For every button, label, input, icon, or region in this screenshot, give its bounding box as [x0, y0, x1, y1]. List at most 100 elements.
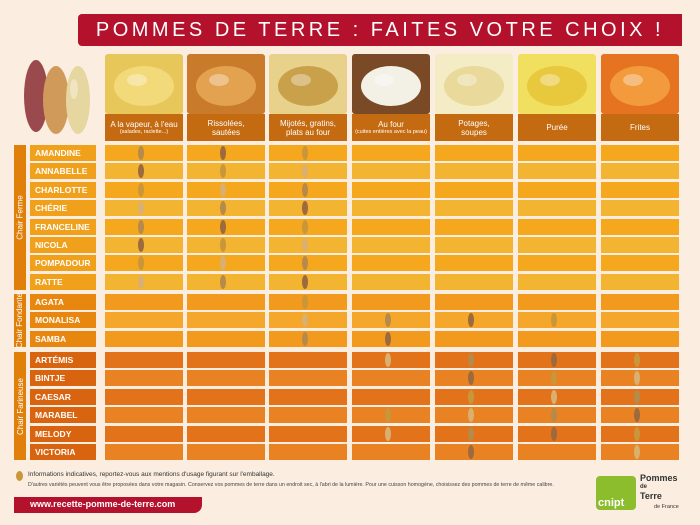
potato-icon — [220, 182, 226, 197]
grid-cell — [435, 294, 513, 310]
footer-note-small: D'autres variétés peuvent vous être prop… — [28, 482, 554, 488]
column-label: Purée — [518, 114, 596, 141]
column-3: Mijotés, gratins, plats au four — [269, 54, 347, 141]
dish-photo — [269, 54, 347, 114]
column-label: A la vapeur, à l'eau (salades, raclette..… — [105, 114, 183, 141]
grid-cell — [269, 407, 347, 424]
variety-name: ANNABELLE — [30, 163, 96, 180]
grid-cell — [435, 444, 513, 460]
potato-icon — [302, 201, 308, 216]
grid-cell — [435, 370, 513, 387]
potato-icon — [385, 313, 391, 328]
grid-cell — [435, 330, 513, 347]
grid-cell — [518, 370, 596, 387]
grid-cell — [601, 181, 679, 198]
potato-icon — [551, 353, 557, 367]
grid-cell — [105, 370, 183, 387]
grid-cell — [601, 294, 679, 310]
potato-icon — [220, 238, 226, 252]
grid-cell — [601, 330, 679, 347]
grid-cell — [435, 237, 513, 253]
grid-cell — [187, 407, 265, 424]
grid-cell — [352, 145, 430, 161]
footer-note: Informations indicatives, reportez-vous … — [28, 471, 275, 478]
grid-cell — [187, 218, 265, 235]
grid-cell — [269, 330, 347, 347]
grid-cell — [352, 255, 430, 272]
column-2: Rissolées, sautées — [187, 54, 265, 141]
grid-cell — [187, 444, 265, 460]
cnipt-logo: cnipt Pommes de Terre de France — [596, 466, 692, 516]
potato-icon — [220, 274, 226, 289]
variety-name: MARABEL — [30, 407, 96, 424]
grid-cell — [601, 163, 679, 180]
column-label: Potages, soupes — [435, 114, 513, 141]
grid-cell — [187, 273, 265, 290]
grid-cell — [518, 218, 596, 235]
logo-line3: Terre — [640, 491, 662, 501]
potato-icon — [468, 389, 474, 404]
dish-photo — [435, 54, 513, 114]
grid-cell — [435, 352, 513, 368]
grid-cell — [601, 388, 679, 405]
potato-icon — [302, 274, 308, 289]
potato-icon — [220, 256, 226, 271]
grid-cell — [269, 218, 347, 235]
variety-name: BINTJE — [30, 370, 96, 387]
potato-icon — [468, 426, 474, 441]
grid-cell — [187, 181, 265, 198]
dish-photo — [352, 54, 430, 114]
grid-cell — [105, 388, 183, 405]
potato-icon — [634, 408, 640, 423]
grid-cell — [105, 163, 183, 180]
grid-cell — [435, 255, 513, 272]
grid-cell — [105, 237, 183, 253]
potato-icon — [468, 408, 474, 423]
grid-cell — [435, 273, 513, 290]
potato-icon — [551, 313, 557, 328]
title-banner: POMMES DE TERRE : FAITES VOTRE CHOIX ! — [78, 14, 682, 46]
grid-cell — [518, 181, 596, 198]
grid-cell — [601, 352, 679, 368]
grid-cell — [105, 312, 183, 329]
potato-icon — [302, 164, 308, 179]
grid-cell — [352, 444, 430, 460]
grid-cell — [435, 145, 513, 161]
potato-icon — [302, 313, 308, 328]
grid-cell — [269, 181, 347, 198]
website-link[interactable]: www.recette-pomme-de-terre.com — [30, 499, 176, 509]
potato-icon — [302, 331, 308, 346]
column-sublabel: (salades, raclette...) — [119, 128, 169, 135]
potato-icon — [468, 353, 474, 367]
potato-icon — [302, 238, 308, 252]
column-4: Au four (cuites entières avec la peau) — [352, 54, 430, 141]
variety-name: RATTE — [30, 273, 96, 290]
grid-cell — [518, 388, 596, 405]
grid-cell — [352, 425, 430, 442]
potato-icon — [220, 201, 226, 216]
variety-name: MELODY — [30, 425, 96, 442]
grid-cell — [352, 388, 430, 405]
grid-cell — [105, 294, 183, 310]
potato-icon — [138, 146, 144, 160]
potatoes-illustration — [14, 44, 98, 144]
potato-icon — [138, 164, 144, 179]
potato-icon — [634, 353, 640, 367]
potato-icon — [220, 219, 226, 234]
grid-cell — [518, 444, 596, 460]
potato-icon — [634, 445, 640, 459]
grid-cell — [601, 312, 679, 329]
grid-cell — [352, 407, 430, 424]
potato-icon — [385, 353, 391, 367]
grid-cell — [105, 181, 183, 198]
grid-cell — [105, 273, 183, 290]
potato-icon — [302, 219, 308, 234]
grid-cell — [269, 388, 347, 405]
grid-cell — [187, 145, 265, 161]
variety-name: CHARLOTTE — [30, 181, 96, 198]
grid-cell — [269, 312, 347, 329]
potato-icon — [551, 426, 557, 441]
grid-cell — [105, 200, 183, 217]
column-label-text: Au four — [378, 119, 404, 129]
